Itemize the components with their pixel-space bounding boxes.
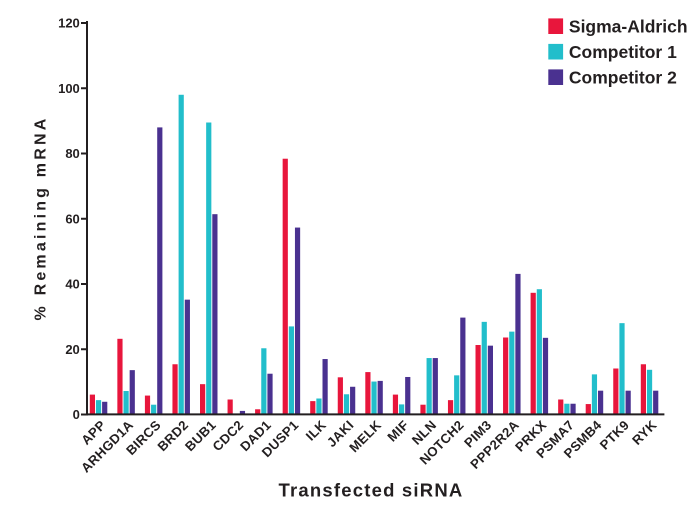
svg-text:40: 40 xyxy=(65,277,79,292)
svg-text:100: 100 xyxy=(58,81,80,96)
svg-text:0: 0 xyxy=(73,407,80,422)
svg-text:80: 80 xyxy=(65,146,79,161)
svg-text:Sigma-Aldrich: Sigma-Aldrich xyxy=(569,17,688,37)
svg-text:Competitor 1: Competitor 1 xyxy=(569,42,677,62)
svg-text:120: 120 xyxy=(58,16,80,31)
svg-text:% Remaining mRNA: % Remaining mRNA xyxy=(32,116,49,321)
svg-text:20: 20 xyxy=(65,342,79,357)
svg-text:Competitor 2: Competitor 2 xyxy=(569,68,677,88)
svg-text:60: 60 xyxy=(65,211,79,226)
svg-text:Transfected siRNA: Transfected siRNA xyxy=(279,480,464,501)
